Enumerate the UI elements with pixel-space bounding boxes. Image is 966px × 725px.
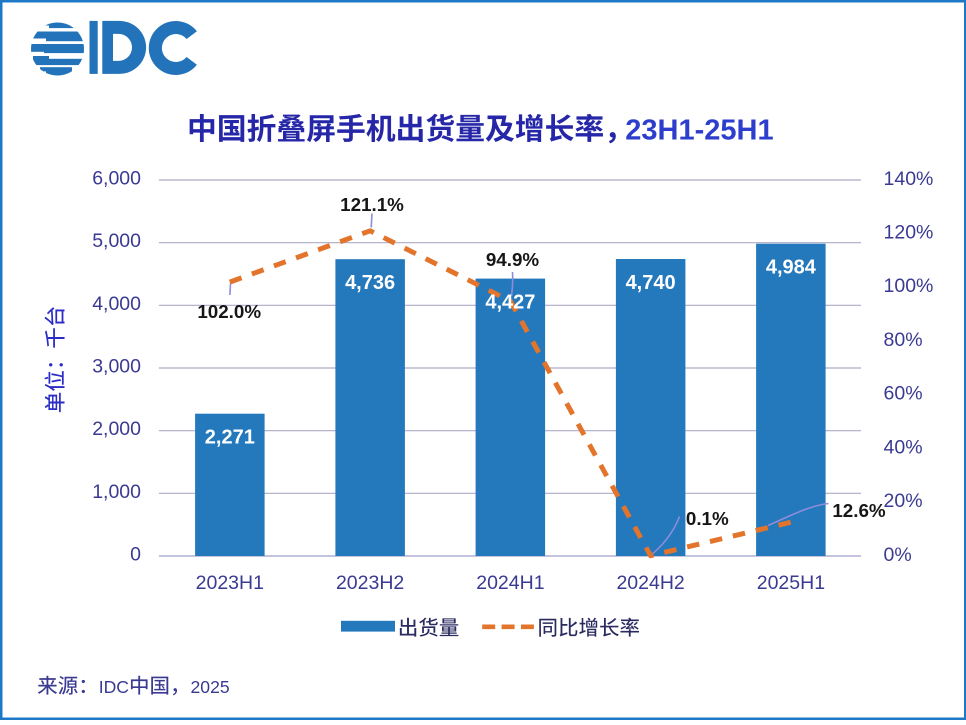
svg-text:4,984: 4,984 — [766, 257, 817, 279]
svg-text:4,740: 4,740 — [626, 272, 676, 294]
svg-text:3,000: 3,000 — [92, 356, 141, 378]
svg-text:4,000: 4,000 — [92, 293, 141, 315]
svg-text:12.6%: 12.6% — [832, 500, 886, 521]
svg-text:4,427: 4,427 — [485, 292, 535, 314]
svg-text:120%: 120% — [884, 222, 934, 244]
svg-text:60%: 60% — [884, 383, 923, 405]
svg-text:2025: 2025 — [191, 677, 230, 697]
svg-text:80%: 80% — [884, 329, 923, 351]
svg-text:2025H1: 2025H1 — [757, 572, 825, 594]
svg-text:5,000: 5,000 — [92, 230, 141, 252]
svg-text:20%: 20% — [884, 490, 923, 512]
svg-text:2024H1: 2024H1 — [476, 572, 544, 594]
svg-text:0%: 0% — [884, 544, 912, 566]
svg-text:IDC: IDC — [99, 677, 130, 697]
svg-text:2,000: 2,000 — [92, 418, 141, 440]
svg-text:1,000: 1,000 — [92, 481, 141, 503]
svg-text:2023H1: 2023H1 — [196, 572, 264, 594]
svg-text:140%: 140% — [884, 168, 934, 190]
svg-text:121.1%: 121.1% — [340, 194, 404, 215]
svg-text:2023H2: 2023H2 — [336, 572, 404, 594]
svg-text:4,736: 4,736 — [345, 272, 395, 294]
svg-text:2,271: 2,271 — [205, 427, 255, 449]
svg-text:100%: 100% — [884, 275, 934, 297]
svg-text:94.9%: 94.9% — [486, 249, 540, 270]
svg-text:23H1-25H1: 23H1-25H1 — [625, 114, 773, 146]
svg-text:102.0%: 102.0% — [197, 301, 261, 322]
svg-text:6,000: 6,000 — [92, 168, 141, 190]
svg-text:2024H2: 2024H2 — [616, 572, 684, 594]
svg-text:0.1%: 0.1% — [686, 508, 729, 529]
svg-text:0: 0 — [130, 544, 141, 566]
svg-text:40%: 40% — [884, 436, 923, 458]
